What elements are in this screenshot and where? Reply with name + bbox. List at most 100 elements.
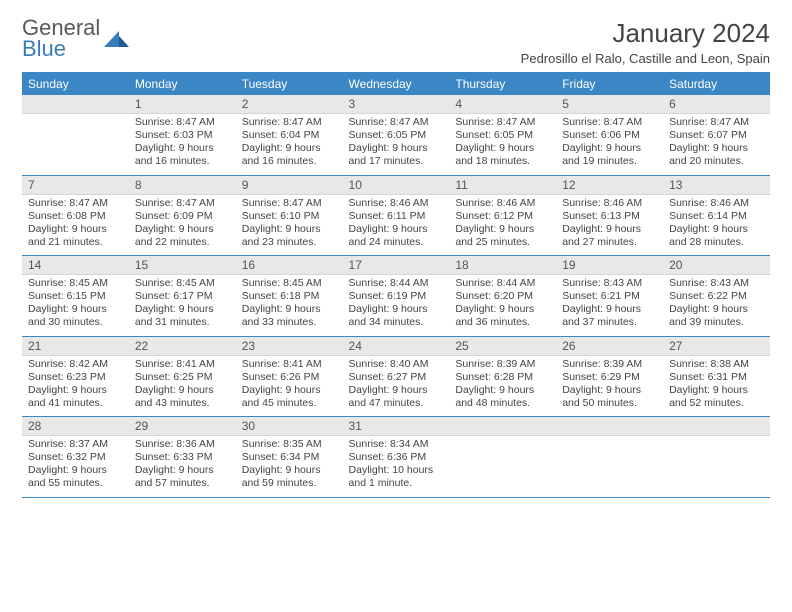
day-number: 15 [129,256,236,275]
day-number: 24 [343,337,450,356]
day-details [22,114,129,172]
sunset-text: Sunset: 6:14 PM [669,210,764,223]
day-number: 2 [236,95,343,114]
sunrise-text: Sunrise: 8:37 AM [28,438,123,451]
daylight-text-2: and 41 minutes. [28,397,123,410]
sunset-text: Sunset: 6:34 PM [242,451,337,464]
day-number: 3 [343,95,450,114]
daylight-text-2: and 21 minutes. [28,236,123,249]
calendar-cell: 18Sunrise: 8:44 AMSunset: 6:20 PMDayligh… [449,256,556,337]
day-number: 29 [129,417,236,436]
daylight-text-2: and 52 minutes. [669,397,764,410]
sunrise-text: Sunrise: 8:35 AM [242,438,337,451]
calendar-cell: 6Sunrise: 8:47 AMSunset: 6:07 PMDaylight… [663,95,770,175]
sunset-text: Sunset: 6:22 PM [669,290,764,303]
day-number: 30 [236,417,343,436]
sunset-text: Sunset: 6:17 PM [135,290,230,303]
calendar-cell [22,95,129,175]
sunset-text: Sunset: 6:32 PM [28,451,123,464]
daylight-text-1: Daylight: 9 hours [349,142,444,155]
calendar-cell: 2Sunrise: 8:47 AMSunset: 6:04 PMDaylight… [236,95,343,175]
daylight-text-2: and 37 minutes. [562,316,657,329]
day-details: Sunrise: 8:37 AMSunset: 6:32 PMDaylight:… [22,436,129,497]
sunrise-text: Sunrise: 8:47 AM [135,116,230,129]
sunrise-text: Sunrise: 8:45 AM [28,277,123,290]
sunset-text: Sunset: 6:11 PM [349,210,444,223]
daylight-text-2: and 25 minutes. [455,236,550,249]
day-header: Tuesday [236,73,343,96]
day-details: Sunrise: 8:47 AMSunset: 6:10 PMDaylight:… [236,195,343,256]
daylight-text-2: and 31 minutes. [135,316,230,329]
sunset-text: Sunset: 6:05 PM [349,129,444,142]
daylight-text-2: and 33 minutes. [242,316,337,329]
calendar-cell [663,417,770,498]
sunrise-text: Sunrise: 8:47 AM [242,116,337,129]
daylight-text-2: and 34 minutes. [349,316,444,329]
daylight-text-2: and 24 minutes. [349,236,444,249]
calendar-week: 21Sunrise: 8:42 AMSunset: 6:23 PMDayligh… [22,336,770,417]
day-header: Saturday [663,73,770,96]
day-details: Sunrise: 8:44 AMSunset: 6:20 PMDaylight:… [449,275,556,336]
daylight-text-2: and 16 minutes. [135,155,230,168]
day-details: Sunrise: 8:47 AMSunset: 6:04 PMDaylight:… [236,114,343,175]
day-number: 11 [449,176,556,195]
daylight-text-2: and 36 minutes. [455,316,550,329]
daylight-text-1: Daylight: 9 hours [669,223,764,236]
sunset-text: Sunset: 6:09 PM [135,210,230,223]
sunrise-text: Sunrise: 8:46 AM [455,197,550,210]
daylight-text-2: and 1 minute. [349,477,444,490]
calendar-week: 28Sunrise: 8:37 AMSunset: 6:32 PMDayligh… [22,417,770,498]
sunset-text: Sunset: 6:04 PM [242,129,337,142]
calendar-cell: 7Sunrise: 8:47 AMSunset: 6:08 PMDaylight… [22,175,129,256]
calendar-table: SundayMondayTuesdayWednesdayThursdayFrid… [22,72,770,498]
daylight-text-1: Daylight: 9 hours [242,223,337,236]
day-number: 26 [556,337,663,356]
calendar-cell: 8Sunrise: 8:47 AMSunset: 6:09 PMDaylight… [129,175,236,256]
daylight-text-1: Daylight: 9 hours [135,223,230,236]
day-number: 14 [22,256,129,275]
daylight-text-2: and 27 minutes. [562,236,657,249]
day-details: Sunrise: 8:46 AMSunset: 6:14 PMDaylight:… [663,195,770,256]
daylight-text-1: Daylight: 9 hours [242,384,337,397]
page-title: January 2024 [521,18,770,49]
sunrise-text: Sunrise: 8:43 AM [669,277,764,290]
day-number: 7 [22,176,129,195]
sunset-text: Sunset: 6:28 PM [455,371,550,384]
day-number: 31 [343,417,450,436]
sunset-text: Sunset: 6:10 PM [242,210,337,223]
daylight-text-2: and 45 minutes. [242,397,337,410]
daylight-text-2: and 39 minutes. [669,316,764,329]
day-details: Sunrise: 8:47 AMSunset: 6:07 PMDaylight:… [663,114,770,175]
calendar-cell: 12Sunrise: 8:46 AMSunset: 6:13 PMDayligh… [556,175,663,256]
calendar-cell: 10Sunrise: 8:46 AMSunset: 6:11 PMDayligh… [343,175,450,256]
logo-word-2: Blue [22,36,66,61]
day-details: Sunrise: 8:38 AMSunset: 6:31 PMDaylight:… [663,356,770,417]
title-block: January 2024 Pedrosillo el Ralo, Castill… [521,18,770,66]
day-number: 10 [343,176,450,195]
triangle-icon [104,29,130,49]
sunset-text: Sunset: 6:13 PM [562,210,657,223]
calendar-cell: 23Sunrise: 8:41 AMSunset: 6:26 PMDayligh… [236,336,343,417]
calendar-cell: 5Sunrise: 8:47 AMSunset: 6:06 PMDaylight… [556,95,663,175]
day-details [556,436,663,494]
daylight-text-1: Daylight: 9 hours [669,303,764,316]
calendar-week: 14Sunrise: 8:45 AMSunset: 6:15 PMDayligh… [22,256,770,337]
logo: General Blue [22,18,130,60]
sunrise-text: Sunrise: 8:47 AM [349,116,444,129]
sunset-text: Sunset: 6:18 PM [242,290,337,303]
day-details: Sunrise: 8:45 AMSunset: 6:17 PMDaylight:… [129,275,236,336]
sunset-text: Sunset: 6:07 PM [669,129,764,142]
daylight-text-2: and 50 minutes. [562,397,657,410]
sunset-text: Sunset: 6:36 PM [349,451,444,464]
sunset-text: Sunset: 6:20 PM [455,290,550,303]
day-number [556,417,663,436]
sunrise-text: Sunrise: 8:46 AM [349,197,444,210]
daylight-text-1: Daylight: 9 hours [455,223,550,236]
calendar-cell: 1Sunrise: 8:47 AMSunset: 6:03 PMDaylight… [129,95,236,175]
sunset-text: Sunset: 6:03 PM [135,129,230,142]
sunrise-text: Sunrise: 8:36 AM [135,438,230,451]
sunrise-text: Sunrise: 8:44 AM [349,277,444,290]
daylight-text-1: Daylight: 9 hours [242,142,337,155]
day-details: Sunrise: 8:35 AMSunset: 6:34 PMDaylight:… [236,436,343,497]
daylight-text-1: Daylight: 9 hours [455,142,550,155]
